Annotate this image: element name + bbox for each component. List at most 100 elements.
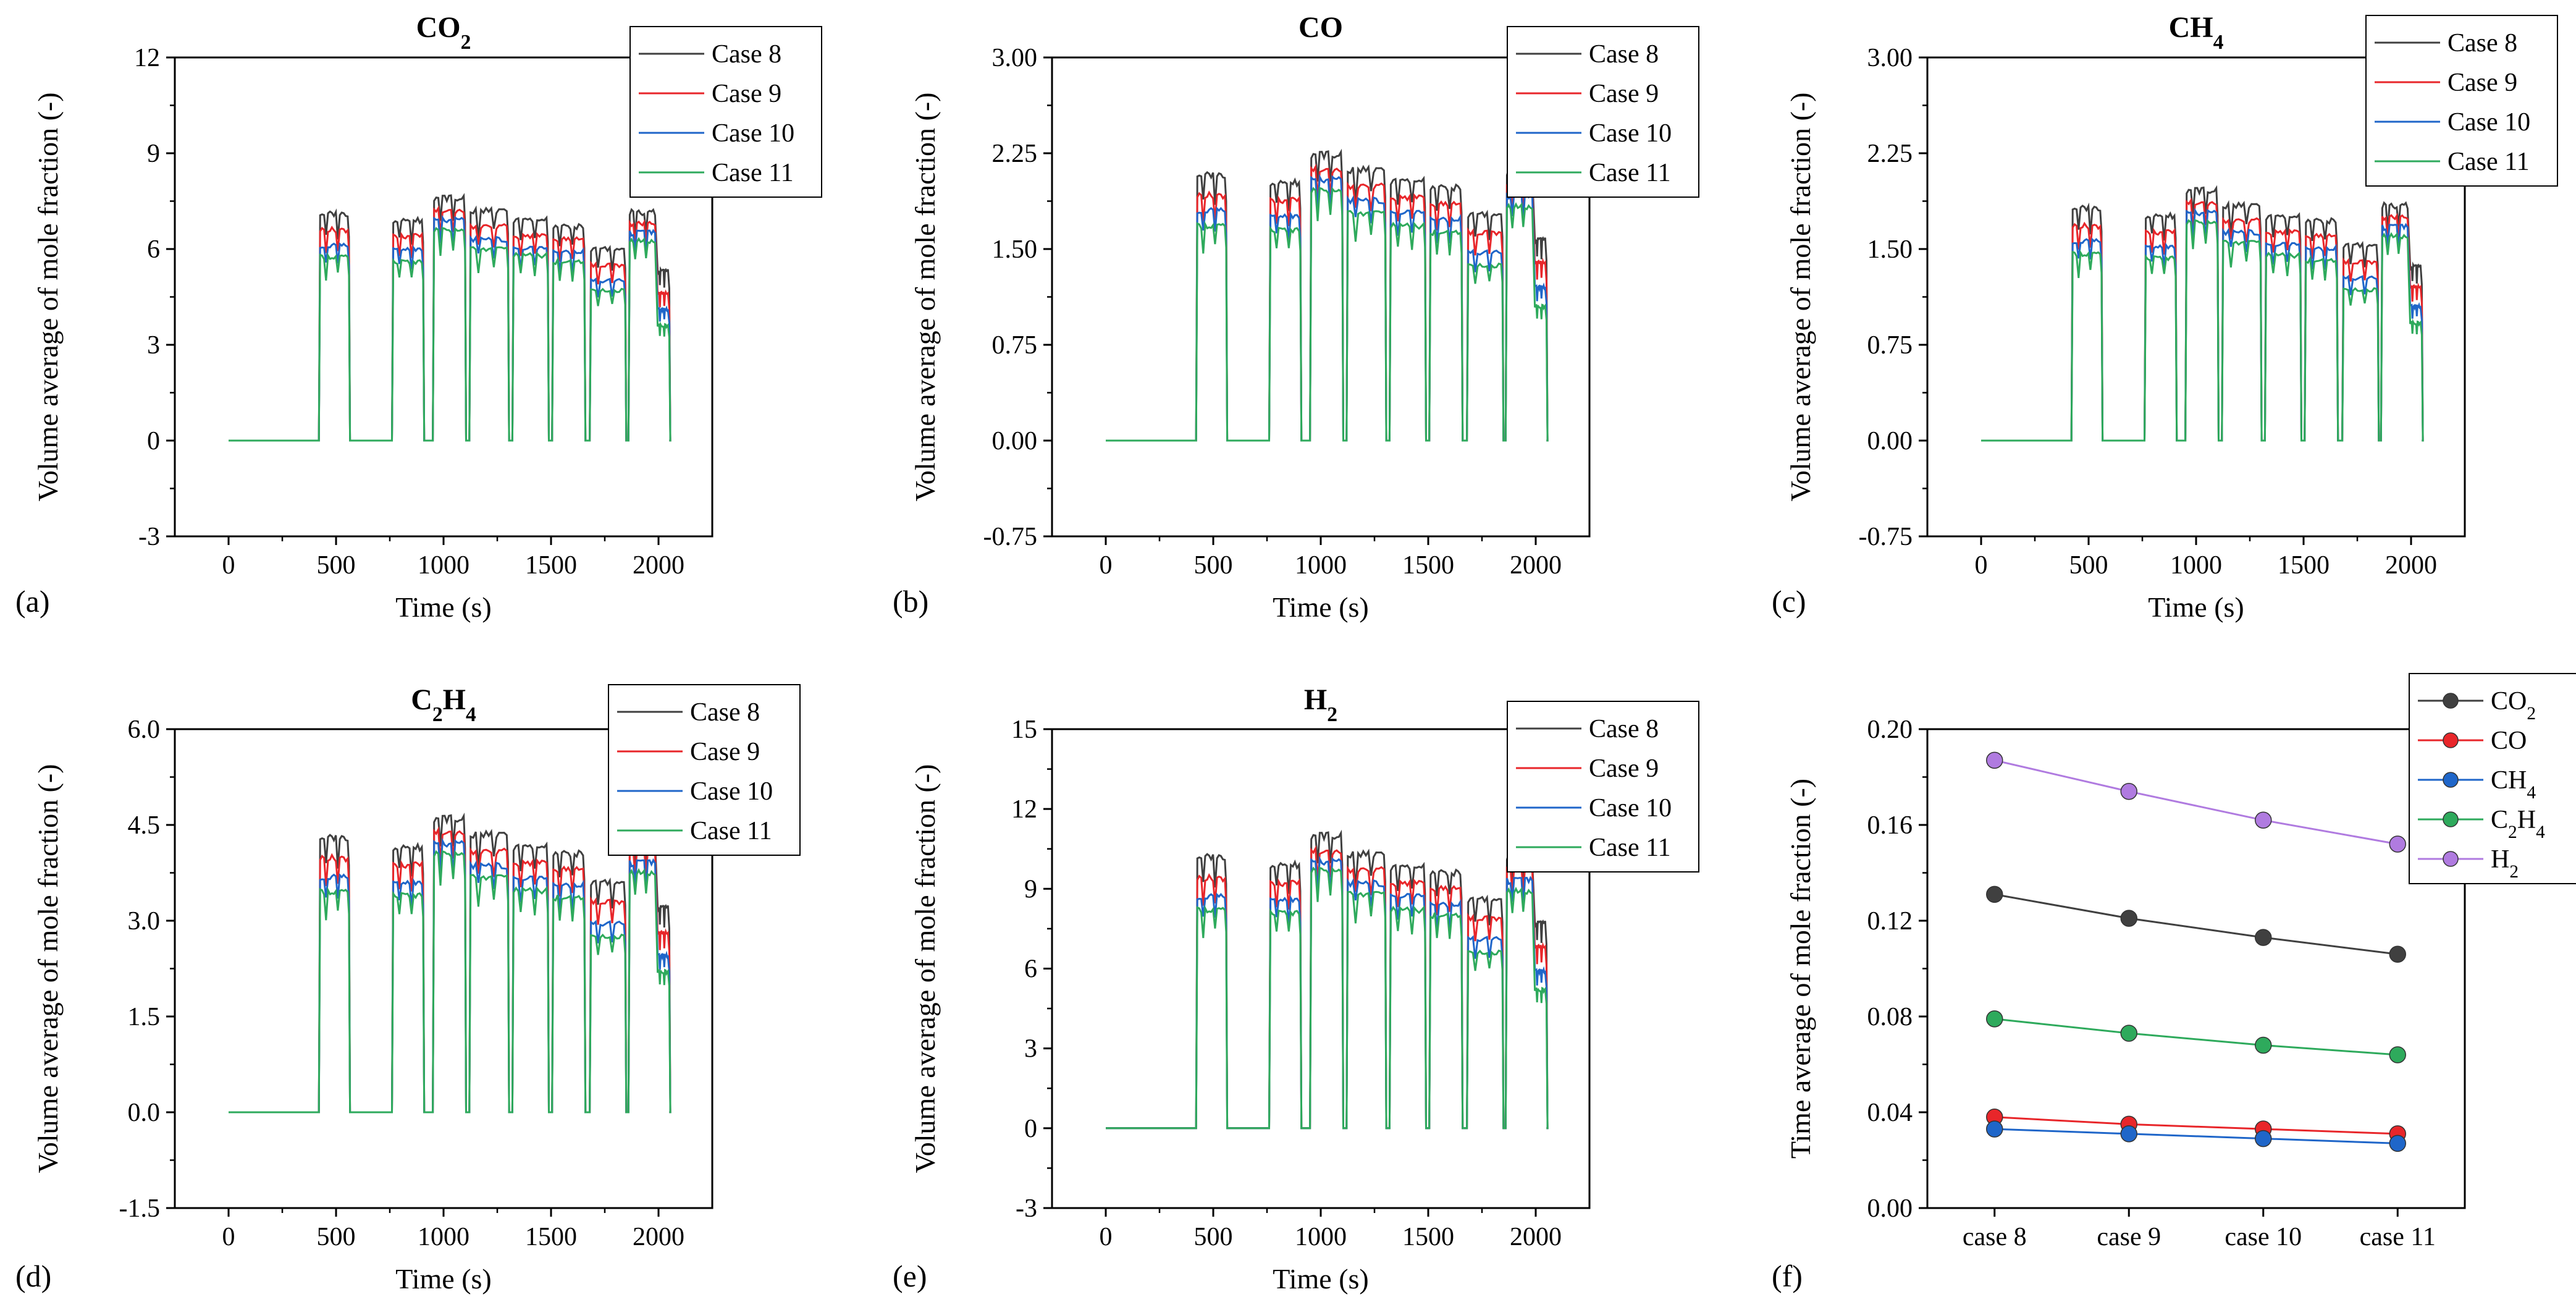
- text-part: CO: [2491, 687, 2527, 716]
- subscript: 4: [2213, 31, 2224, 54]
- y-tick-label: 6: [147, 235, 160, 264]
- legend-label: Case 8: [712, 40, 781, 69]
- x-tick-label: 0: [1100, 551, 1113, 580]
- text-part: Case 10: [690, 777, 773, 806]
- y-tick-label: 0.75: [1867, 331, 1913, 360]
- y-tick-label: 0.00: [1867, 427, 1913, 455]
- series-line-4: [1106, 866, 1549, 1130]
- text-part: H: [2517, 806, 2536, 834]
- y-tick-label: 0.12: [1867, 907, 1913, 936]
- x-tick-label: 1000: [1295, 1223, 1347, 1251]
- chart-title: H2: [1304, 683, 1337, 726]
- series-line: [1994, 759, 2398, 845]
- y-axis-label: Volume average of mole fraction (-): [909, 92, 941, 501]
- data-point: [2120, 1025, 2137, 1042]
- text-part: Case 10: [1589, 794, 1672, 822]
- y-tick-label: 1.50: [992, 235, 1038, 264]
- y-tick-label: -3: [138, 523, 160, 551]
- x-tick-label: 0: [222, 1223, 235, 1251]
- text-part: H: [2491, 845, 2509, 874]
- text-part: Case 9: [690, 738, 760, 766]
- text-part: CH: [2491, 766, 2527, 795]
- series-line-4: [1981, 219, 2424, 442]
- y-tick-label: 0: [147, 427, 160, 455]
- subscript: 4: [2527, 783, 2536, 803]
- y-tick-label: 1.5: [128, 1003, 161, 1031]
- x-tick-label: 2000: [1510, 551, 1562, 580]
- legend-box: [2409, 673, 2576, 884]
- y-tick-label: 0.00: [1867, 1194, 1913, 1223]
- y-tick-label: 9: [1024, 875, 1037, 903]
- y-tick-label: 3: [147, 331, 160, 360]
- y-tick-label: 9: [147, 140, 160, 168]
- x-tick-label: 1000: [418, 551, 469, 580]
- legend: Case 8 Case 9 Case 10 Case 11: [629, 26, 822, 198]
- data-point: [1986, 885, 2003, 903]
- chart-title: CH4: [2169, 11, 2224, 54]
- chart-title: CO2: [416, 11, 471, 54]
- legend-label: Case 10: [712, 119, 794, 148]
- x-axis-label: Time (s): [395, 591, 492, 623]
- text-part: C: [411, 683, 432, 716]
- x-tick-label: case 10: [2225, 1223, 2302, 1251]
- text-part: Case 9: [712, 80, 781, 108]
- x-tick-label: 2000: [2385, 551, 2437, 580]
- y-tick-label: 0.16: [1867, 811, 1913, 840]
- subscript: 2: [461, 31, 471, 54]
- legend-label: Case 11: [690, 817, 772, 845]
- x-axis-label: Time (s): [1273, 591, 1369, 623]
- series-line-4: [1106, 187, 1549, 442]
- x-tick-label: 0: [222, 551, 235, 580]
- series-line-2: [1981, 197, 2424, 442]
- panel-label: (d): [15, 1259, 51, 1293]
- series-1: [1986, 885, 2406, 963]
- text-part: Case 9: [1589, 754, 1659, 783]
- text-part: CO: [2491, 727, 2527, 755]
- subscript: 4: [2536, 822, 2545, 842]
- subscript: 2: [2508, 822, 2517, 842]
- series-line-2: [229, 205, 671, 442]
- legend-label: Case 11: [2448, 148, 2530, 176]
- series-line: [1994, 1116, 2398, 1135]
- x-tick-label: 500: [2069, 551, 2108, 580]
- legend-label: Case 9: [1589, 80, 1659, 108]
- text-part: CO: [1299, 11, 1343, 44]
- legend-label: CO2: [2491, 687, 2536, 724]
- series-line: [1994, 1128, 2398, 1144]
- panel-6: 0.00 0.04 0.08 0.12 0.16 0.20 case 8 case 9 case…: [1772, 673, 2576, 1293]
- data-point: [2389, 835, 2406, 853]
- panel-3: -0.75 0.00 0.75 1.50 2.25 3.00 0 500 1000 1500 200…: [1772, 11, 2558, 623]
- legend-label: Case 9: [690, 738, 760, 766]
- subscript: 2: [2527, 704, 2536, 724]
- panel-5: -3 0 3 6 9 12 15 0 500 1000 1500 2000 Time (s) Volume…: [893, 683, 1699, 1295]
- x-tick-label: 1500: [2278, 551, 2330, 580]
- data-point: [2255, 811, 2272, 829]
- x-axis-label: Time (s): [1273, 1263, 1369, 1295]
- y-axis-label: Time average of mole fraction (-): [1785, 779, 1816, 1159]
- y-tick-label: 4.5: [128, 811, 161, 840]
- series-line: [1994, 893, 2398, 955]
- data-point: [2389, 1135, 2406, 1152]
- y-tick-label: 1.50: [1867, 235, 1913, 264]
- series-line-1: [1106, 148, 1549, 442]
- text-part: Case 10: [712, 119, 794, 148]
- series-line-4: [229, 227, 671, 442]
- legend-marker: [2443, 811, 2459, 827]
- legend: Case 8 Case 9 Case 10 Case 11: [608, 684, 801, 856]
- data-point: [2255, 1036, 2272, 1054]
- text-part: Case 9: [2448, 69, 2517, 97]
- series-line-1: [1981, 185, 2424, 442]
- data-point: [2120, 910, 2137, 927]
- subscript: 2: [2509, 862, 2519, 882]
- subscript: 2: [432, 703, 443, 726]
- y-tick-label: 12: [134, 44, 160, 72]
- text-part: Case 8: [712, 40, 781, 69]
- series-line: [1994, 1018, 2398, 1056]
- y-axis-label: Volume average of mole fraction (-): [32, 92, 64, 501]
- subscript: 2: [1327, 703, 1337, 726]
- x-axis-label: Time (s): [395, 1263, 492, 1295]
- y-tick-label: 2.25: [992, 140, 1038, 168]
- panel-4: -1.5 0.0 1.5 3.0 4.5 6.0 0 500 1000 1500 2000 Time …: [15, 683, 801, 1295]
- y-tick-label: 3.0: [128, 907, 161, 936]
- x-tick-label: 500: [1194, 1223, 1233, 1251]
